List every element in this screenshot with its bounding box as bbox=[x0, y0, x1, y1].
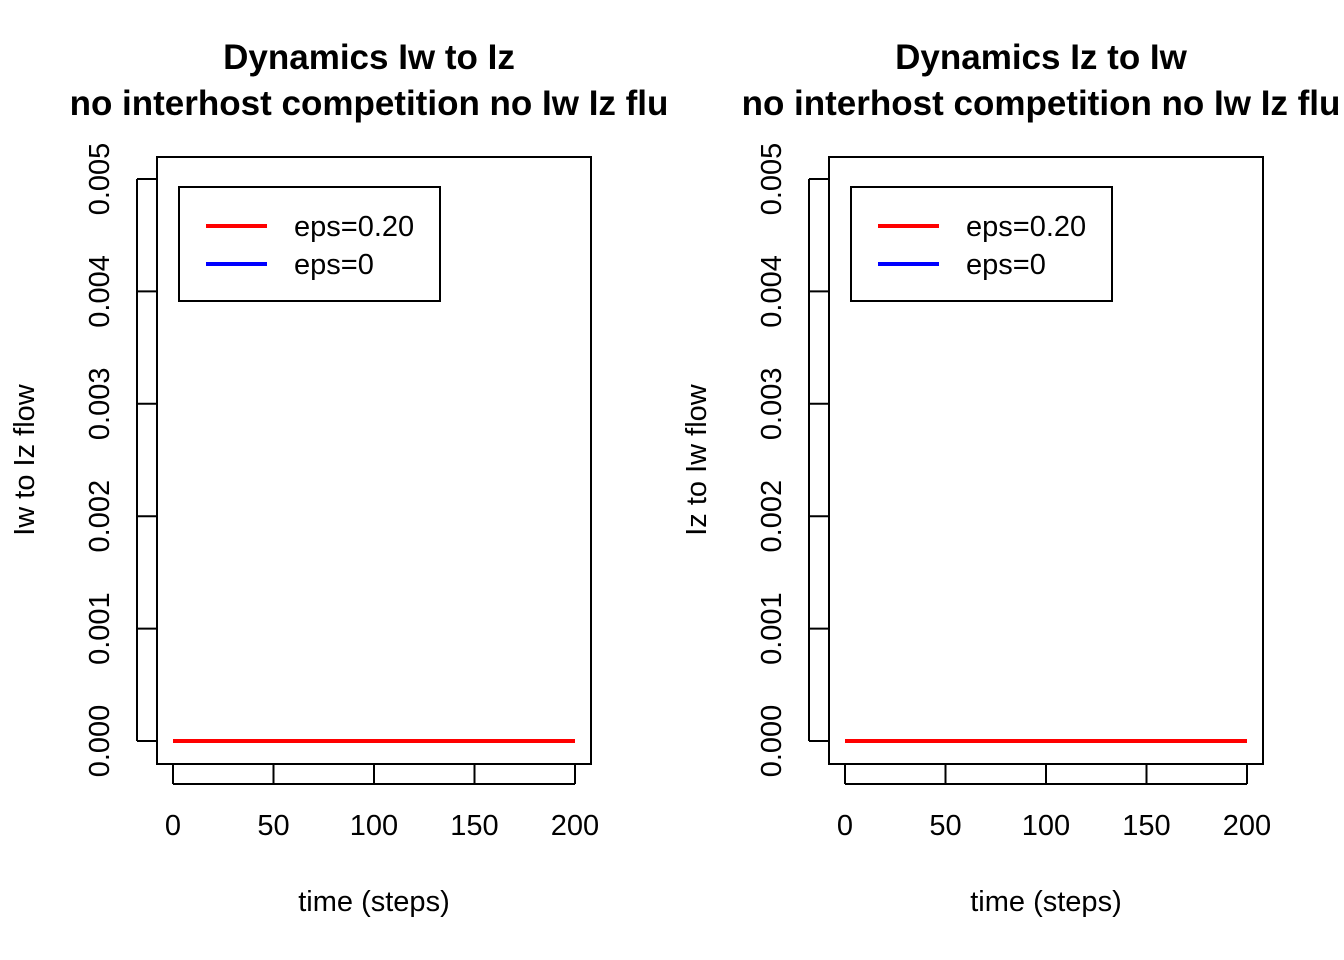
legend: eps=0.20 eps=0 bbox=[178, 186, 441, 302]
chart-subtitle: no interhost competition no Iw Iz flu bbox=[70, 84, 669, 123]
y-tick-label: 0.004 bbox=[756, 255, 788, 328]
y-tick-label: 0.000 bbox=[84, 705, 116, 778]
y-tick-label: 0.002 bbox=[756, 480, 788, 553]
legend: eps=0.20 eps=0 bbox=[850, 186, 1113, 302]
y-tick-label: 0.003 bbox=[84, 368, 116, 441]
x-tick-label: 0 bbox=[165, 810, 181, 842]
y-tick-label: 0.005 bbox=[84, 143, 116, 216]
x-tick-label: 100 bbox=[350, 810, 398, 842]
y-tick-label: 0.000 bbox=[756, 705, 788, 778]
y-tick-label: 0.002 bbox=[84, 480, 116, 553]
chart-panel-2: Dynamics Iz to Iw no interhost competitio… bbox=[681, 38, 1340, 918]
x-tick-label: 100 bbox=[1022, 810, 1070, 842]
x-tick-label: 50 bbox=[929, 810, 961, 842]
y-tick-label: 0.005 bbox=[756, 143, 788, 216]
chart-title: Dynamics Iw to Iz bbox=[223, 38, 515, 77]
legend-box bbox=[850, 186, 1113, 302]
y-tick-label: 0.004 bbox=[84, 255, 116, 328]
x-tick-label: 150 bbox=[450, 810, 498, 842]
x-tick-label: 200 bbox=[1223, 810, 1271, 842]
x-axis-label: time (steps) bbox=[298, 886, 449, 918]
x-tick-label: 200 bbox=[551, 810, 599, 842]
legend-label: eps=0 bbox=[966, 249, 1046, 281]
chart-subtitle: no interhost competition no Iw Iz flu bbox=[742, 84, 1341, 123]
y-axis-label: Iz to Iw flow bbox=[681, 383, 713, 536]
legend-label: eps=0.20 bbox=[294, 211, 414, 243]
legend-label: eps=0 bbox=[294, 249, 374, 281]
x-tick-label: 50 bbox=[257, 810, 289, 842]
chart-title: Dynamics Iz to Iw bbox=[895, 38, 1188, 77]
x-tick-label: 150 bbox=[1122, 810, 1170, 842]
legend-box bbox=[178, 186, 441, 302]
y-tick-label: 0.003 bbox=[756, 368, 788, 441]
chart-panel-1: Dynamics Iw to Iz no interhost competitio… bbox=[9, 38, 668, 918]
y-axis-label: Iw to Iz flow bbox=[9, 383, 41, 536]
y-tick-label: 0.001 bbox=[84, 592, 116, 665]
legend-label: eps=0.20 bbox=[966, 211, 1086, 243]
x-axis-label: time (steps) bbox=[970, 886, 1121, 918]
x-tick-label: 0 bbox=[837, 810, 853, 842]
y-tick-label: 0.001 bbox=[756, 592, 788, 665]
